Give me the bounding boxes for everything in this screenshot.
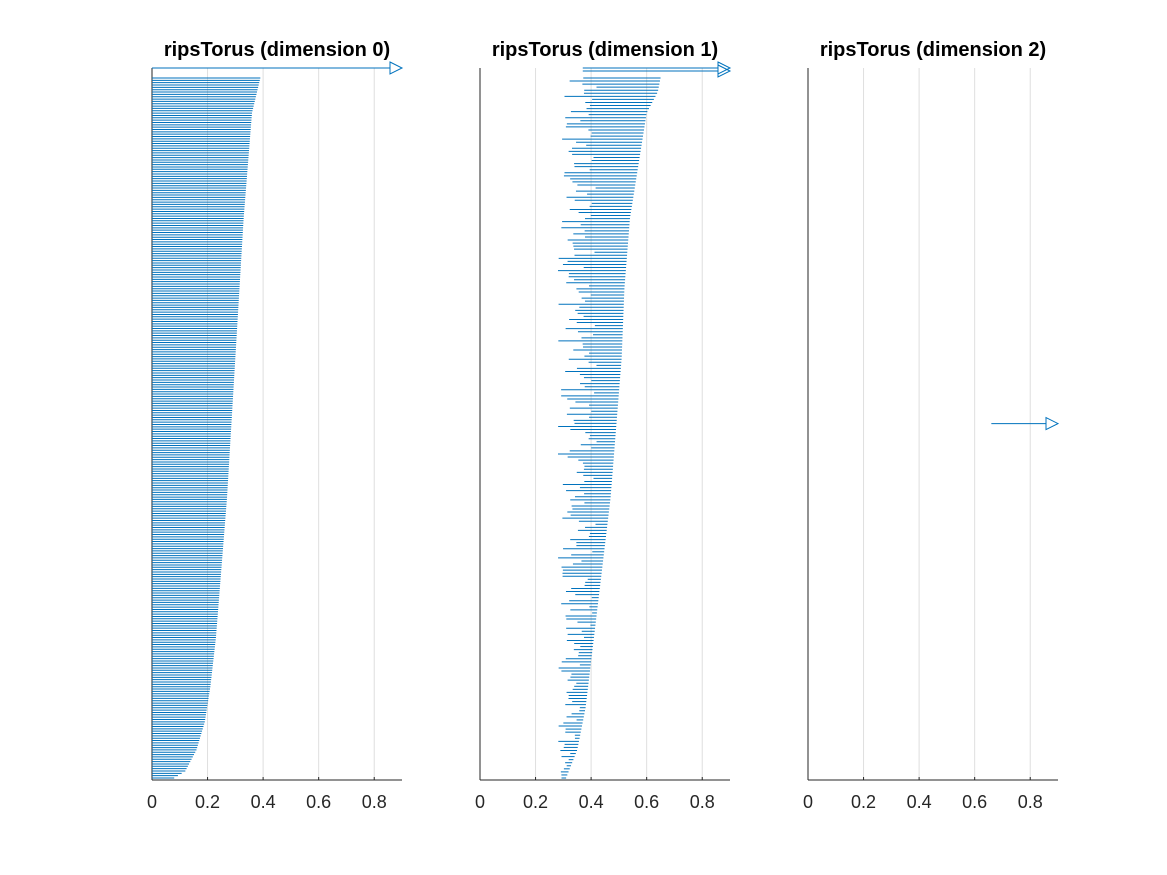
- panel-title: ripsTorus (dimension 1): [492, 39, 718, 61]
- x-tick-label: 0.6: [962, 792, 987, 812]
- x-tick-label: 0.2: [195, 792, 220, 812]
- panel-title: ripsTorus (dimension 0): [164, 39, 390, 61]
- infinite-bar-arrow: [389, 61, 404, 75]
- x-tick-label: 0.8: [362, 792, 387, 812]
- x-tick-label: 0.2: [523, 792, 548, 812]
- infinite-bar-arrow: [1045, 416, 1060, 431]
- x-tick-label: 0.4: [579, 792, 604, 812]
- barcode-panel-dimension-0: ripsTorus (dimension 0) 0 0.2 0.4 0.6 0.8: [147, 39, 404, 812]
- x-tick-label: 0.6: [634, 792, 659, 812]
- x-tick-label: 0.8: [690, 792, 715, 812]
- x-tick-label: 0: [475, 792, 485, 812]
- infinite-bar-arrow: [717, 64, 732, 78]
- x-tick-label: 0: [147, 792, 157, 812]
- x-tick-label: 0.8: [1018, 792, 1043, 812]
- x-tick-label: 0.4: [907, 792, 932, 812]
- barcode-panel-dimension-2: ripsTorus (dimension 2) 0 0.2 0.4 0.6 0.8: [803, 39, 1060, 812]
- x-tick-label: 0.4: [251, 792, 276, 812]
- x-tick-label: 0.2: [851, 792, 876, 812]
- barcode-panel-dimension-1: ripsTorus (dimension 1) 0 0.2 0.4 0.6 0.8: [475, 39, 732, 812]
- x-tick-label: 0.6: [306, 792, 331, 812]
- x-tick-label: 0: [803, 792, 813, 812]
- panel-title: ripsTorus (dimension 2): [820, 39, 1046, 61]
